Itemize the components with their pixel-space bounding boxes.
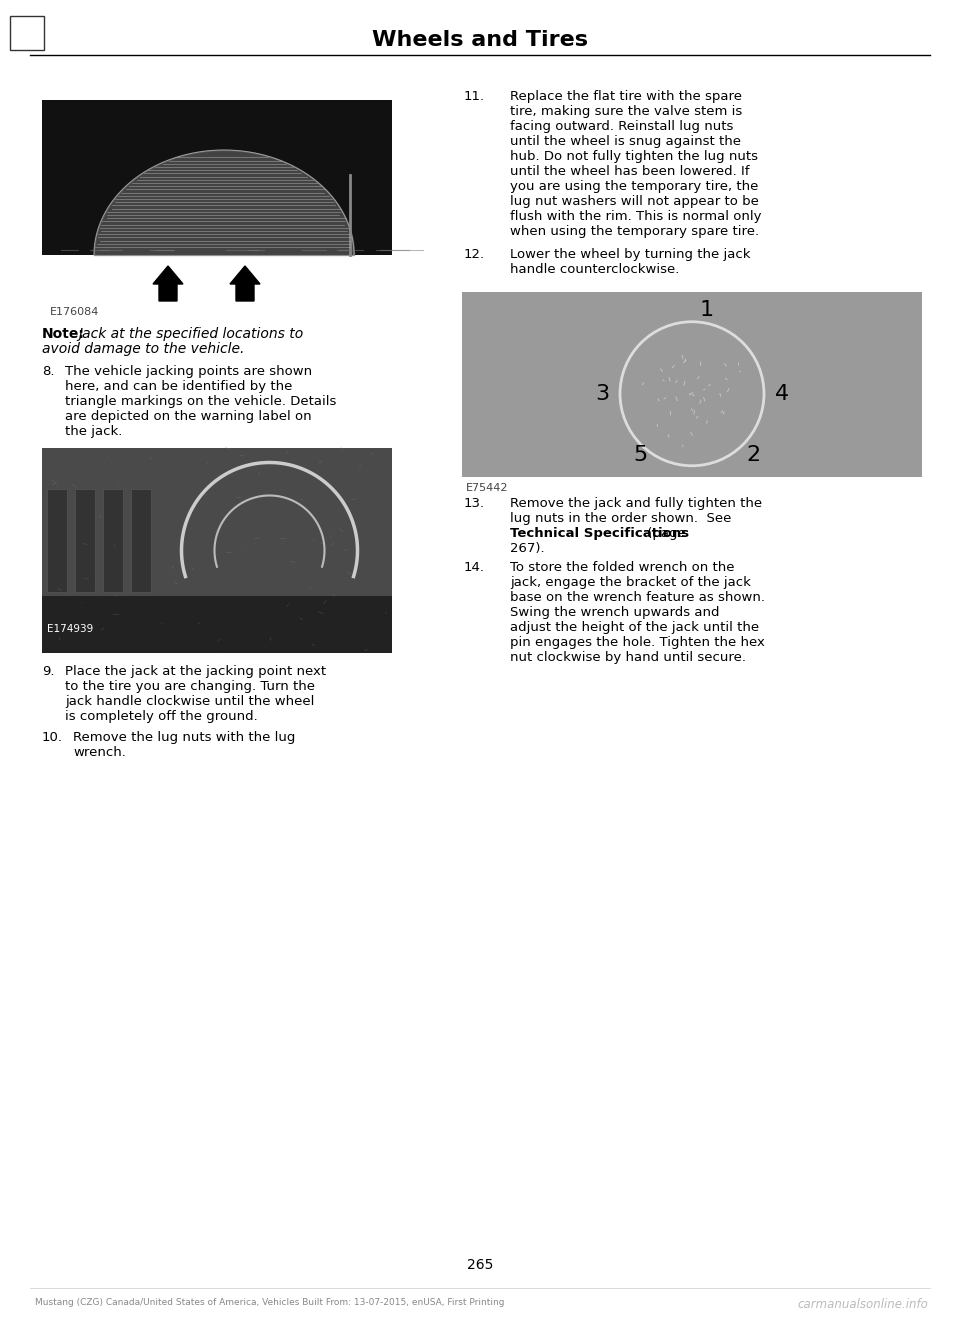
Text: Lower the wheel by turning the jack: Lower the wheel by turning the jack (510, 247, 751, 261)
Text: until the wheel is snug against the: until the wheel is snug against the (510, 135, 741, 148)
Text: facing outward. Reinstall lug nuts: facing outward. Reinstall lug nuts (510, 120, 733, 132)
Text: 10.: 10. (42, 731, 63, 743)
Text: jack, engage the bracket of the jack: jack, engage the bracket of the jack (510, 576, 751, 590)
Text: wrench.: wrench. (73, 746, 126, 759)
Text: Note:: Note: (42, 328, 84, 341)
Text: Replace the flat tire with the spare: Replace the flat tire with the spare (510, 90, 742, 103)
Bar (42, 100, 392, 255)
Text: adjust the height of the jack until the: adjust the height of the jack until the (510, 620, 759, 634)
Text: is completely off the ground.: is completely off the ground. (65, 710, 257, 723)
Text: To store the folded wrench on the: To store the folded wrench on the (510, 562, 734, 574)
Text: jack handle clockwise until the wheel: jack handle clockwise until the wheel (65, 695, 314, 709)
Text: handle counterclockwise.: handle counterclockwise. (510, 263, 680, 275)
Text: you are using the temporary tire, the: you are using the temporary tire, the (510, 180, 758, 193)
Text: carmanualsonline.info: carmanualsonline.info (797, 1298, 928, 1312)
Text: 8.: 8. (42, 365, 55, 378)
Text: tire, making sure the valve stem is: tire, making sure the valve stem is (510, 106, 742, 118)
Bar (462, 291, 922, 477)
Text: E75442: E75442 (466, 483, 509, 493)
Bar (42, 595, 392, 652)
Bar (47, 489, 67, 591)
Text: nut clockwise by hand until secure.: nut clockwise by hand until secure. (510, 651, 746, 664)
Text: Swing the wrench upwards and: Swing the wrench upwards and (510, 606, 719, 619)
Bar (10, 16, 44, 49)
Text: to the tire you are changing. Turn the: to the tire you are changing. Turn the (65, 681, 315, 693)
Bar (103, 489, 123, 591)
Text: The vehicle jacking points are shown: The vehicle jacking points are shown (65, 365, 312, 378)
Text: are depicted on the warning label on: are depicted on the warning label on (65, 410, 312, 422)
Text: Remove the lug nuts with the lug: Remove the lug nuts with the lug (73, 731, 296, 743)
Text: here, and can be identified by the: here, and can be identified by the (65, 380, 293, 393)
FancyArrow shape (230, 266, 260, 301)
Text: Jack at the specified locations to: Jack at the specified locations to (78, 328, 303, 341)
Text: 3: 3 (595, 384, 609, 404)
Text: pin engages the hole. Tighten the hex: pin engages the hole. Tighten the hex (510, 636, 765, 648)
Text: flush with the rim. This is normal only: flush with the rim. This is normal only (510, 210, 761, 223)
Text: Mustang (CZG) Canada/United States of America, Vehicles Built From: 13-07-2015, : Mustang (CZG) Canada/United States of Am… (35, 1298, 505, 1308)
Text: until the wheel has been lowered. If: until the wheel has been lowered. If (510, 164, 750, 178)
Bar (75, 489, 95, 591)
Text: avoid damage to the vehicle.: avoid damage to the vehicle. (42, 342, 245, 356)
Text: 267).: 267). (510, 541, 544, 555)
Text: 2: 2 (746, 445, 760, 465)
Text: 9.: 9. (42, 664, 55, 678)
Text: 265: 265 (467, 1258, 493, 1271)
Text: triangle markings on the vehicle. Details: triangle markings on the vehicle. Detail… (65, 394, 336, 408)
Bar (42, 448, 392, 652)
Text: 1: 1 (700, 299, 714, 320)
Text: the jack.: the jack. (65, 425, 122, 439)
Text: hub. Do not fully tighten the lug nuts: hub. Do not fully tighten the lug nuts (510, 150, 758, 163)
FancyArrow shape (153, 266, 183, 301)
Text: E176084: E176084 (50, 308, 100, 317)
Text: (page: (page (643, 527, 686, 540)
Bar (131, 489, 151, 591)
Text: 11.: 11. (464, 90, 485, 103)
Text: 4: 4 (775, 384, 789, 404)
Text: lug nuts in the order shown.  See: lug nuts in the order shown. See (510, 512, 732, 525)
Text: 13.: 13. (464, 497, 485, 509)
Text: 12.: 12. (464, 247, 485, 261)
Text: lug nut washers will not appear to be: lug nut washers will not appear to be (510, 195, 758, 209)
Text: when using the temporary spare tire.: when using the temporary spare tire. (510, 225, 759, 238)
Text: Remove the jack and fully tighten the: Remove the jack and fully tighten the (510, 497, 762, 509)
Text: 14.: 14. (464, 562, 485, 574)
Text: 5: 5 (633, 445, 647, 465)
Text: Technical Specifications: Technical Specifications (510, 527, 689, 540)
Text: base on the wrench feature as shown.: base on the wrench feature as shown. (510, 591, 765, 604)
Text: E174939: E174939 (47, 624, 93, 634)
Text: Place the jack at the jacking point next: Place the jack at the jacking point next (65, 664, 326, 678)
Text: Wheels and Tires: Wheels and Tires (372, 29, 588, 49)
